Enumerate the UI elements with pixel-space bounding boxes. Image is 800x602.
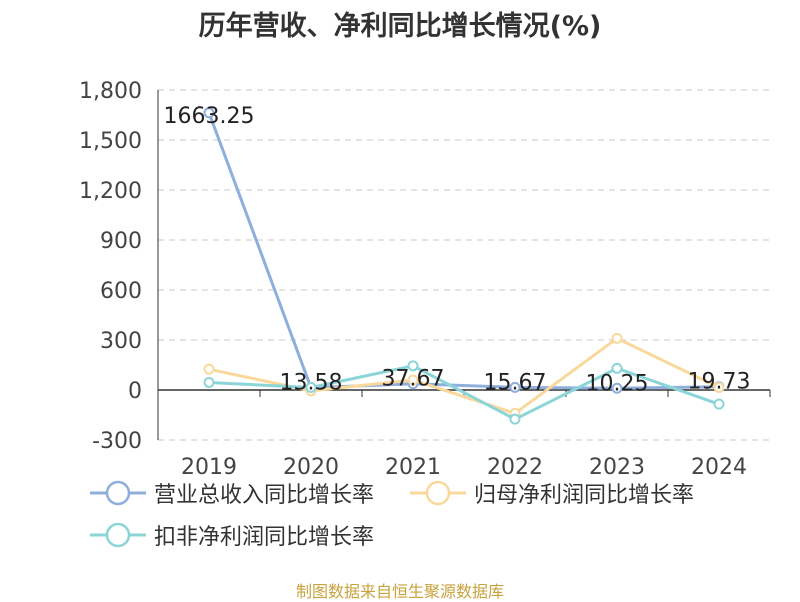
series-point-2 — [611, 332, 623, 344]
series-point-2 — [203, 363, 215, 375]
series-line-1 — [207, 112, 720, 390]
y-tick-label: 600 — [100, 279, 142, 304]
y-tick-label: 1,500 — [79, 129, 142, 154]
data-label: 37.67 — [382, 367, 445, 392]
legend-swatch-icon — [90, 480, 146, 506]
series-point-3 — [611, 362, 623, 374]
y-tick-label: 900 — [100, 229, 142, 254]
x-tick-label: 2022 — [487, 455, 543, 480]
legend-item[interactable]: 归母净利润同比增长率 — [408, 478, 694, 508]
grid-lines — [158, 89, 770, 441]
chart-title: 历年营收、净利同比增长情况(%) — [198, 11, 602, 42]
series-point-2 — [713, 382, 725, 393]
data-label: 10.25 — [586, 371, 649, 396]
x-tick-label: 2023 — [589, 455, 645, 480]
legend-item[interactable]: 扣非净利润同比增长率 — [88, 520, 374, 550]
data-labels: 1663.25 13.58 37.67 15.67 10.25 19.73 — [164, 104, 751, 396]
series-point-3 — [713, 398, 725, 410]
y-tick-label: 1,800 — [79, 79, 142, 104]
legend-swatch-icon — [90, 522, 146, 548]
series-point-3 — [203, 377, 215, 388]
legend-label: 归母净利润同比增长率 — [474, 483, 695, 508]
series-line-3 — [208, 364, 720, 421]
axes: -300 0 300 600 900 1,200 1,500 1,800 2019 2020 202… — [79, 79, 771, 480]
series-point-2 — [407, 374, 419, 386]
series-point-1 — [203, 107, 215, 119]
y-tick-label: 300 — [100, 329, 142, 354]
data-label: 13.58 — [280, 371, 343, 396]
legend-swatch-icon — [410, 480, 466, 506]
series-point-1 — [509, 381, 521, 393]
source-note: 制图数据来自恒生聚源数据库 — [295, 582, 504, 601]
x-tick-label: 2020 — [283, 455, 339, 480]
series-point-3 — [509, 413, 521, 425]
legend-item[interactable]: 营业总收入同比增长率 — [88, 478, 374, 508]
series-point-3 — [305, 382, 317, 393]
x-tick-label: 2019 — [181, 455, 237, 480]
data-label: 1663.25 — [164, 104, 255, 129]
x-tick-label: 2021 — [385, 455, 441, 480]
series-point-3 — [407, 360, 419, 372]
y-tick-label: 0 — [128, 379, 142, 404]
y-tick-label: 1,200 — [79, 179, 142, 204]
y-tick-label: -300 — [92, 429, 142, 454]
legend-label: 营业总收入同比增长率 — [154, 483, 375, 508]
series-point-1 — [611, 382, 623, 394]
data-label: 19.73 — [688, 370, 751, 395]
series-lines — [203, 107, 725, 425]
x-tick-label: 2024 — [691, 455, 747, 480]
legend-label: 扣非净利润同比增长率 — [154, 525, 375, 550]
data-label: 15.67 — [484, 370, 547, 395]
